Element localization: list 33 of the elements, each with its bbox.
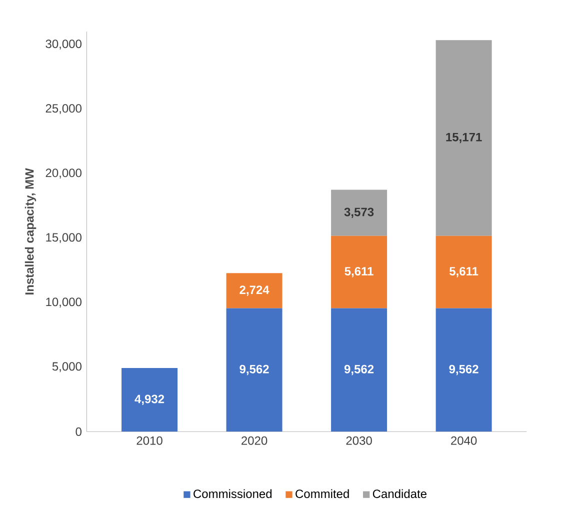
y-tick-label: 10,000 <box>46 298 82 308</box>
y-tick-label: 15,000 <box>46 233 82 244</box>
data-label: 2,724 <box>240 286 270 296</box>
data-label: 9,562 <box>240 364 269 376</box>
bar <box>331 308 388 432</box>
y-tick-label: 5,000 <box>52 362 82 372</box>
data-label: 9,562 <box>449 364 478 376</box>
y-tick-label: 0 <box>76 427 82 436</box>
bar <box>436 236 492 308</box>
bar <box>226 273 282 308</box>
legend-label: Candidate <box>372 489 426 498</box>
bar <box>226 308 282 432</box>
x-tick-label: 2030 <box>346 436 372 445</box>
legend-label: Commited <box>296 489 349 498</box>
data-label: 9,562 <box>344 364 374 376</box>
data-label: 5,611 <box>449 266 478 278</box>
data-label: 15,171 <box>446 132 482 144</box>
y-axis-title: Installed capacity, MW <box>24 168 36 294</box>
x-tick-label: 2020 <box>242 436 268 445</box>
bar <box>436 308 492 432</box>
y-tick-label: 20,000 <box>46 168 82 179</box>
data-label: 5,611 <box>344 266 374 278</box>
x-tick-label: 2040 <box>451 436 477 445</box>
bar <box>436 40 492 236</box>
bar <box>331 236 388 308</box>
y-tick-label: 30,000 <box>46 40 82 50</box>
y-tick-label: 25,000 <box>46 104 82 114</box>
x-tick-label: 2010 <box>136 436 162 445</box>
legend-label: Commissioned <box>194 489 272 498</box>
data-label: 3,573 <box>344 208 374 218</box>
bar <box>331 190 388 236</box>
bar <box>122 368 178 432</box>
data-label: 4,932 <box>134 394 164 405</box>
